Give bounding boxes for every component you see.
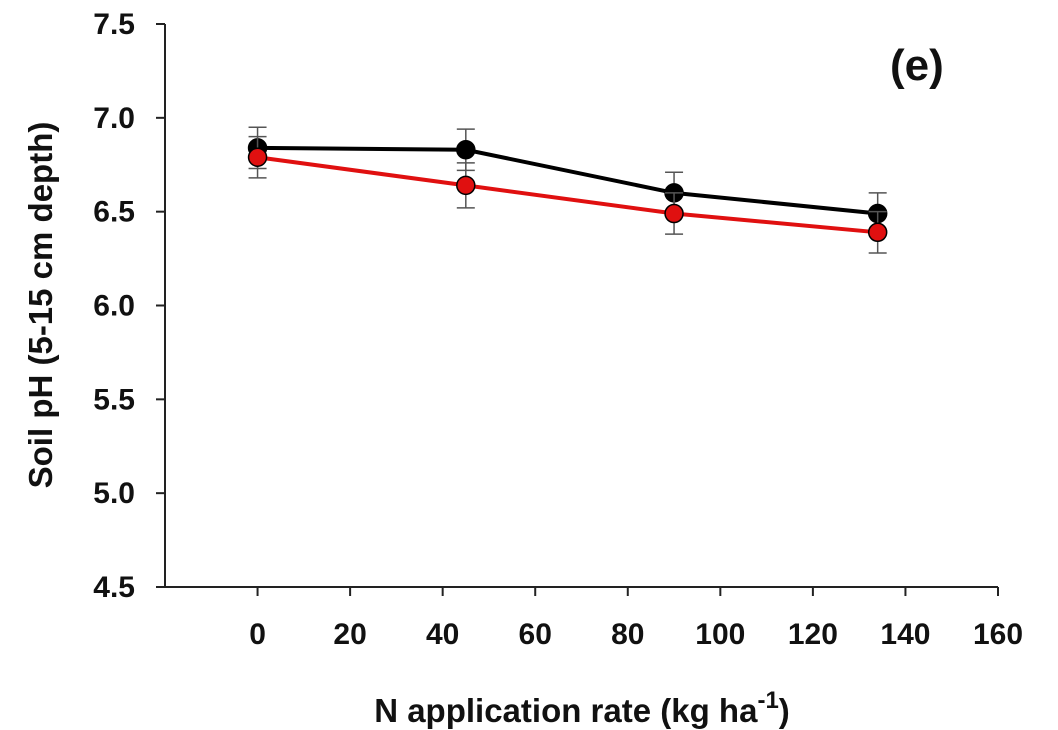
data-point: [456, 175, 476, 196]
y-tick-label: 7.0: [93, 102, 135, 135]
series-line: [257, 145, 878, 216]
series-line: [257, 155, 878, 235]
data-point: [247, 147, 268, 167]
x-tick-label: 60: [519, 618, 552, 651]
y-tick-label: 5.0: [93, 477, 135, 510]
x-tick-label: 120: [788, 618, 838, 651]
x-tick-label: 20: [333, 618, 366, 651]
x-tick-label: 100: [695, 618, 745, 651]
y-tick-label: 7.5: [93, 8, 135, 41]
series-1: [247, 126, 888, 235]
x-tick-label: 140: [880, 618, 930, 651]
y-tick-label: 5.5: [93, 383, 135, 416]
data-point: [867, 222, 888, 243]
x-axis-title: N application rate (kg ha-1): [374, 687, 790, 729]
y-tick-label: 6.0: [93, 290, 135, 323]
x-axis: 0 20 40 60 80 100 120 140 160: [165, 586, 1023, 651]
y-tick-label: 4.5: [93, 571, 135, 604]
x-tick-label: 80: [611, 618, 644, 651]
x-tick-label: 0: [249, 618, 266, 651]
series-2: [247, 135, 888, 254]
y-axis-title: Soil pH (5-15 cm depth): [22, 122, 59, 489]
data-point: [664, 203, 684, 224]
x-axis-title-suffix: ): [779, 692, 790, 729]
data-point: [456, 139, 476, 160]
y-tick-label: 6.5: [93, 196, 135, 229]
x-tick-label: 40: [426, 618, 459, 651]
x-axis-title-superscript: -1: [757, 687, 778, 714]
y-axis: 4.5 5.0 5.5 6.0 6.5 7.0 7.5: [93, 8, 166, 604]
x-axis-title-main: N application rate (kg ha: [374, 692, 758, 729]
x-tick-label: 160: [973, 618, 1023, 651]
panel-label: (e): [890, 41, 944, 90]
series-layer: [247, 126, 888, 254]
